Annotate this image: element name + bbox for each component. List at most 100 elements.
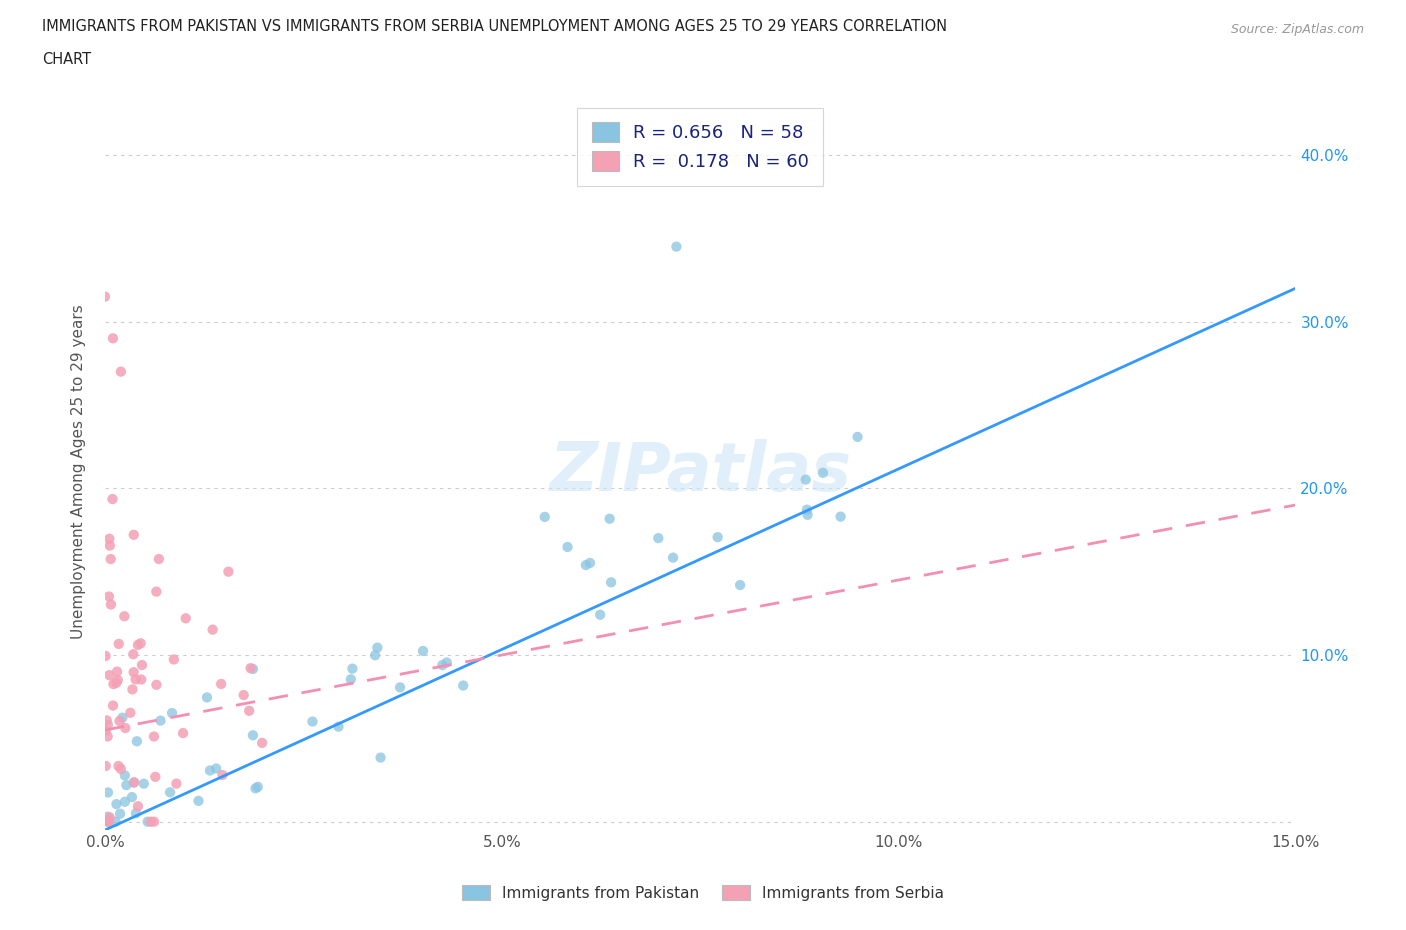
- Point: [174, 611, 197, 626]
- Point: [364, 648, 387, 663]
- Point: [575, 558, 598, 573]
- Point: [149, 713, 172, 728]
- Point: [105, 664, 128, 679]
- Point: [97, 815, 120, 830]
- Point: [94, 759, 117, 774]
- Point: [105, 797, 128, 812]
- Point: [97, 785, 120, 800]
- Point: [600, 575, 623, 590]
- Point: [436, 655, 458, 670]
- Point: [451, 678, 474, 693]
- Point: [370, 751, 392, 765]
- Point: [97, 729, 120, 744]
- Point: [127, 799, 149, 814]
- Point: [97, 589, 120, 604]
- Point: [122, 665, 145, 680]
- Point: [599, 512, 621, 526]
- Point: [132, 777, 155, 791]
- Point: [662, 551, 685, 565]
- Point: [239, 660, 262, 675]
- Point: [97, 718, 120, 733]
- Point: [242, 728, 264, 743]
- Point: [105, 675, 128, 690]
- Point: [211, 767, 233, 782]
- Point: [125, 805, 148, 820]
- Point: [110, 365, 132, 379]
- Point: [201, 622, 224, 637]
- Point: [250, 736, 273, 751]
- Point: [111, 711, 134, 725]
- Point: [122, 527, 145, 542]
- Point: [97, 809, 120, 824]
- Point: [145, 677, 167, 692]
- Point: [107, 759, 129, 774]
- Point: [811, 465, 834, 480]
- Point: [209, 676, 232, 691]
- Point: [98, 668, 121, 683]
- Point: [136, 815, 159, 830]
- Point: [125, 734, 148, 749]
- Point: [139, 815, 162, 830]
- Point: [187, 793, 209, 808]
- Point: [160, 706, 183, 721]
- Point: [647, 531, 669, 546]
- Point: [412, 644, 434, 658]
- Point: [129, 672, 152, 687]
- Point: [846, 430, 869, 445]
- Point: [98, 531, 121, 546]
- Point: [706, 530, 728, 545]
- Point: [205, 761, 228, 776]
- Point: [100, 551, 122, 566]
- Point: [145, 584, 167, 599]
- Point: [98, 538, 121, 553]
- Point: [114, 768, 136, 783]
- Point: [217, 565, 239, 579]
- Point: [107, 672, 129, 687]
- Point: [796, 508, 818, 523]
- Point: [114, 794, 136, 809]
- Point: [97, 815, 120, 830]
- Point: [432, 658, 454, 672]
- Point: [108, 713, 131, 728]
- Point: [120, 705, 142, 720]
- Point: [115, 777, 138, 792]
- Point: [198, 764, 221, 778]
- Point: [94, 648, 117, 663]
- Point: [127, 637, 149, 652]
- Point: [114, 721, 136, 736]
- Point: [579, 555, 602, 570]
- Point: [121, 682, 143, 697]
- Text: ZIPatlas: ZIPatlas: [550, 439, 851, 505]
- Point: [163, 652, 186, 667]
- Text: Source: ZipAtlas.com: Source: ZipAtlas.com: [1230, 23, 1364, 36]
- Point: [301, 714, 323, 729]
- Legend: Immigrants from Pakistan, Immigrants from Serbia: Immigrants from Pakistan, Immigrants fro…: [454, 877, 952, 909]
- Point: [110, 762, 132, 777]
- Point: [122, 775, 145, 790]
- Text: CHART: CHART: [42, 52, 91, 67]
- Point: [131, 658, 153, 672]
- Point: [342, 661, 364, 676]
- Point: [232, 687, 254, 702]
- Point: [122, 646, 145, 661]
- Point: [122, 775, 145, 790]
- Point: [94, 723, 117, 737]
- Text: IMMIGRANTS FROM PAKISTAN VS IMMIGRANTS FROM SERBIA UNEMPLOYMENT AMONG AGES 25 TO: IMMIGRANTS FROM PAKISTAN VS IMMIGRANTS F…: [42, 19, 948, 33]
- Point: [665, 239, 688, 254]
- Point: [98, 810, 121, 825]
- Point: [165, 777, 187, 791]
- Point: [100, 597, 122, 612]
- Point: [103, 677, 125, 692]
- Point: [796, 502, 818, 517]
- Point: [366, 640, 388, 655]
- Point: [238, 703, 260, 718]
- Point: [129, 636, 152, 651]
- Point: [94, 289, 117, 304]
- Point: [101, 492, 124, 507]
- Point: [101, 698, 124, 713]
- Point: [143, 769, 166, 784]
- Point: [340, 671, 363, 686]
- Point: [794, 472, 817, 487]
- Point: [172, 725, 194, 740]
- Point: [112, 609, 135, 624]
